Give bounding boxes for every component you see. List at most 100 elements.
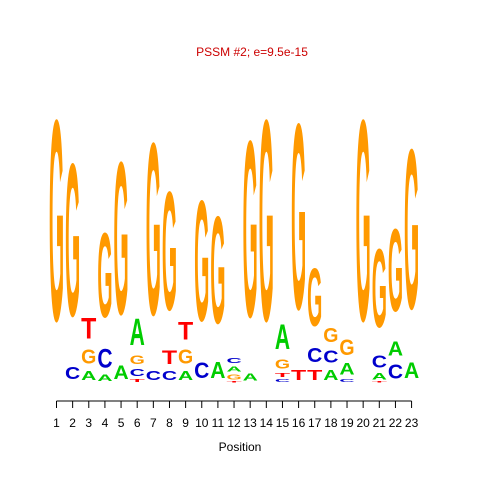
x-tick-label: 14 bbox=[260, 416, 274, 430]
logo-column-1: G bbox=[49, 62, 64, 382]
logo-letter-a: A bbox=[404, 358, 419, 384]
x-tick-label: 8 bbox=[166, 416, 173, 430]
x-tick-label: 22 bbox=[389, 416, 403, 430]
x-tick-label: 6 bbox=[134, 416, 141, 430]
logo-letter-g: G bbox=[372, 227, 387, 352]
logo-letter-g: G bbox=[49, 62, 64, 382]
logo-letter-c: C bbox=[162, 368, 178, 383]
logo-column-3: AGT bbox=[81, 312, 97, 384]
logo-letter-c: C bbox=[323, 347, 338, 367]
logo-letter-a: A bbox=[388, 338, 403, 361]
logo-letter-g: G bbox=[404, 102, 419, 357]
logo-letter-g: G bbox=[388, 205, 403, 336]
logo-letter-g: G bbox=[130, 354, 145, 367]
chart-title: PSSM #2; e=9.5e-15 bbox=[196, 45, 308, 59]
x-tick-label: 20 bbox=[356, 416, 370, 430]
logo-letter-c: C bbox=[146, 368, 162, 383]
logo-letter-c: C bbox=[339, 378, 354, 383]
logo-letter-g: G bbox=[243, 88, 258, 370]
logo-column-14: G bbox=[259, 62, 274, 382]
logo-column-2: CG bbox=[65, 118, 80, 384]
x-tick-label: 12 bbox=[227, 416, 241, 430]
logo-letter-t: T bbox=[291, 367, 307, 384]
logo-letter-a: A bbox=[323, 367, 338, 383]
logo-letter-a: A bbox=[372, 372, 388, 382]
logo-letter-g: G bbox=[356, 62, 371, 382]
logo-letter-g: G bbox=[97, 209, 112, 343]
logo-letter-t: T bbox=[275, 372, 290, 379]
logo-letter-g: G bbox=[259, 62, 274, 382]
logo-letter-a: A bbox=[130, 310, 145, 353]
logo-letter-a: A bbox=[243, 371, 258, 383]
logo-letter-g: G bbox=[194, 164, 209, 357]
logo-letter-t: T bbox=[178, 317, 193, 345]
logo-column-4: ACG bbox=[97, 209, 113, 383]
logo-letter-a: A bbox=[113, 363, 128, 384]
x-tick-label: 9 bbox=[182, 416, 189, 430]
logo-letter-a: A bbox=[275, 318, 290, 357]
logo-column-8: CTG bbox=[162, 156, 178, 383]
logo-letter-g: G bbox=[178, 346, 193, 369]
logo-letter-c: C bbox=[307, 344, 322, 367]
logo-letter-a: A bbox=[226, 365, 241, 373]
logo-letter-c: C bbox=[194, 358, 209, 384]
x-tick-label: 21 bbox=[373, 416, 387, 430]
x-tick-label: 13 bbox=[244, 416, 258, 430]
x-axis-ticks: 1 2 3 4 5 6 7 8 9 10 11 12 13 14 15 16 17 18 19 20 21 22 23 bbox=[53, 401, 419, 430]
x-tick-label: 15 bbox=[276, 416, 290, 430]
logo-letter-c: C bbox=[65, 364, 80, 384]
x-tick-label: 17 bbox=[308, 416, 322, 430]
logo-letter-g: G bbox=[323, 325, 338, 348]
logo-column-13: AG bbox=[243, 88, 258, 384]
logo-letter-t: T bbox=[372, 381, 388, 383]
logo-letter-c: C bbox=[388, 361, 403, 384]
x-tick-label: 5 bbox=[118, 416, 125, 430]
x-tick-label: 1 bbox=[53, 416, 60, 430]
logo-letter-c: C bbox=[275, 378, 290, 383]
logo-column-9: AGT bbox=[178, 317, 194, 383]
logo-column-17: TCG bbox=[307, 251, 323, 383]
logo-letter-t: T bbox=[81, 312, 97, 345]
logo-column-20: G bbox=[356, 62, 371, 382]
logo-letter-c: C bbox=[372, 352, 387, 372]
logo-column-7: CG bbox=[146, 91, 162, 383]
logo-letter-c: C bbox=[97, 344, 112, 374]
x-tick-label: 4 bbox=[102, 416, 109, 430]
logo-letter-g: G bbox=[210, 185, 225, 356]
logo-column-5: AG bbox=[113, 116, 128, 383]
logo-letter-t: T bbox=[162, 347, 178, 369]
logo-column-10: CG bbox=[194, 164, 209, 383]
logo-column-23: AG bbox=[404, 102, 419, 383]
logo-letter-g: G bbox=[291, 68, 306, 364]
logo-letter-g: G bbox=[162, 156, 177, 346]
logo-letter-a: A bbox=[339, 360, 355, 378]
logo-letter-a: A bbox=[210, 357, 225, 383]
logo-letter-g: G bbox=[146, 91, 161, 366]
logo-letter-g: G bbox=[81, 346, 96, 369]
logo-letter-c: C bbox=[130, 366, 145, 378]
logo-letter-t: T bbox=[130, 378, 145, 383]
x-tick-label: 10 bbox=[195, 416, 209, 430]
logo-column-19: CAG bbox=[339, 336, 355, 383]
logo-column-16: TG bbox=[291, 68, 307, 383]
x-tick-label: 11 bbox=[212, 416, 225, 430]
x-tick-label: 18 bbox=[324, 416, 338, 430]
logo-letter-a: A bbox=[97, 373, 113, 383]
logo-letter-a: A bbox=[178, 368, 194, 383]
x-tick-label: 19 bbox=[340, 416, 354, 430]
logo-letter-g: G bbox=[339, 336, 354, 360]
logo-column-22: CAG bbox=[388, 205, 403, 384]
logo-letter-c: C bbox=[226, 357, 241, 365]
logo-letter-g: G bbox=[226, 374, 241, 382]
logo-letter-t: T bbox=[226, 381, 242, 383]
x-tick-label: 2 bbox=[69, 416, 76, 430]
x-axis-label: Position bbox=[219, 440, 262, 454]
x-tick-label: 7 bbox=[150, 416, 157, 430]
